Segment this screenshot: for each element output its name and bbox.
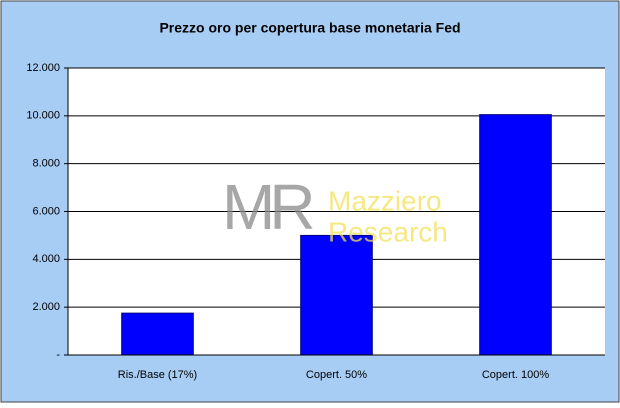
- y-tick-label: 4.000: [32, 253, 60, 265]
- y-tick-label: 10.000: [26, 110, 60, 122]
- x-tick-label: Copert. 50%: [306, 369, 367, 381]
- watermark-text: Mazziero: [328, 185, 442, 216]
- bar: [300, 234, 373, 356]
- bar: [121, 312, 194, 356]
- y-tick-label: -: [56, 349, 60, 361]
- y-tick-label: 6.000: [32, 205, 60, 217]
- watermark-logo: MR: [222, 171, 313, 243]
- chart-title: Prezzo oro per copertura base monetaria …: [159, 20, 460, 36]
- x-tick-label: Ris./Base (17%): [118, 369, 197, 381]
- y-tick-label: 2.000: [32, 301, 60, 313]
- watermark-text: Research: [328, 216, 448, 247]
- x-tick-label: Copert. 100%: [482, 369, 549, 381]
- bar: [479, 114, 552, 356]
- plot: - 2.000 4.000 6.000 8.000 10.000 12.000 Ris./Ba…: [26, 62, 605, 381]
- y-tick-label: 12.000: [26, 62, 60, 74]
- watermark: MR Mazziero Research: [222, 171, 448, 247]
- y-tick-label: 8.000: [32, 158, 60, 170]
